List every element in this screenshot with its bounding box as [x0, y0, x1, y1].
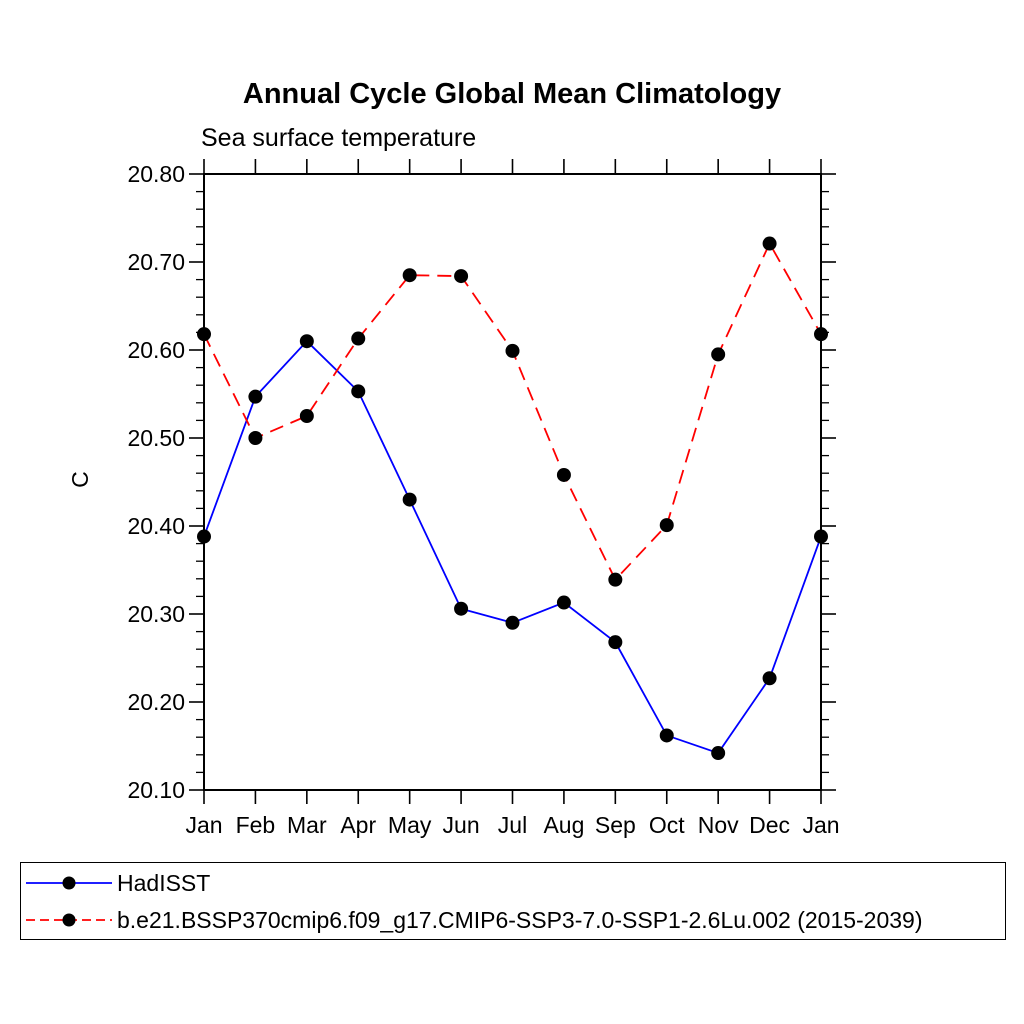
data-point-marker: [659, 728, 674, 743]
x-tick-label: Nov: [697, 812, 739, 838]
legend-label: HadISST: [117, 869, 211, 896]
y-tick-label: 20.50: [127, 425, 185, 451]
series-line-model: [203, 241, 822, 582]
legend-label: b.e21.BSSP370cmip6.f09_g17.CMIP6-SSP3-7.…: [117, 906, 923, 933]
data-point-marker: [505, 343, 520, 358]
data-point-marker: [454, 269, 469, 284]
legend-line-sample-solid: [26, 876, 112, 890]
data-point-marker: [248, 389, 263, 404]
data-point-marker: [402, 492, 417, 507]
legend-sample-marker-icon: [62, 876, 76, 890]
data-point-marker: [711, 347, 726, 362]
legend-sample-marker-icon: [62, 913, 76, 927]
data-point-marker: [454, 601, 469, 616]
data-point-marker: [762, 236, 777, 251]
x-tick-label: Jan: [802, 812, 840, 838]
y-tick-label: 20.70: [127, 249, 185, 275]
x-tick-label: Feb: [235, 812, 276, 838]
data-point-marker: [659, 518, 674, 533]
legend-row-model: b.e21.BSSP370cmip6.f09_g17.CMIP6-SSP3-7.…: [21, 902, 1005, 939]
data-point-marker: [351, 331, 366, 346]
y-tick-label: 20.80: [127, 161, 185, 187]
x-tick-label: Jun: [442, 812, 480, 838]
plot-frame: [203, 173, 822, 791]
series-line-hadisst: [203, 339, 822, 755]
y-tick-label: 20.20: [127, 689, 185, 715]
data-point-marker: [608, 635, 623, 650]
x-tick-label: Aug: [543, 812, 585, 838]
data-point-marker: [197, 327, 211, 342]
x-tick-label: Oct: [648, 812, 685, 838]
data-point-marker: [556, 467, 571, 482]
data-point-marker: [505, 615, 520, 630]
data-point-marker: [197, 529, 211, 544]
x-tick-label: May: [387, 812, 432, 838]
legend-box: HadISST b.e21.BSSP370cmip6.f09_g17.CMIP6…: [20, 862, 1006, 940]
data-point-marker: [248, 431, 263, 445]
data-point-marker: [556, 595, 571, 610]
y-tick-label: 20.30: [127, 601, 185, 627]
y-tick-label: 20.10: [127, 777, 185, 803]
data-point-marker: [402, 268, 417, 283]
chart-title: Annual Cycle Global Mean Climatology: [242, 78, 782, 110]
data-point-marker: [351, 384, 366, 399]
y-tick-label: 20.60: [127, 337, 185, 363]
x-tick-label: Jul: [497, 812, 528, 838]
x-tick-label: Dec: [749, 812, 791, 838]
data-point-marker: [814, 529, 828, 544]
x-tick-label: Mar: [287, 812, 327, 838]
plot-area: [189, 159, 836, 804]
data-point-marker: [299, 409, 314, 423]
data-point-marker: [711, 746, 726, 761]
x-tick-label: Jan: [185, 812, 223, 838]
data-point-marker: [299, 334, 314, 349]
y-tick-label: 20.40: [127, 513, 185, 539]
x-tick-label: Sep: [594, 812, 636, 838]
legend-line-sample-dashed: [26, 913, 112, 927]
data-point-marker: [608, 572, 623, 587]
legend-row-hadisst: HadISST: [21, 865, 1005, 902]
chart-subtitle: Sea surface temperature: [201, 124, 477, 152]
x-tick-label: Apr: [340, 812, 377, 838]
data-point-marker: [762, 671, 777, 686]
data-point-marker: [814, 327, 828, 342]
